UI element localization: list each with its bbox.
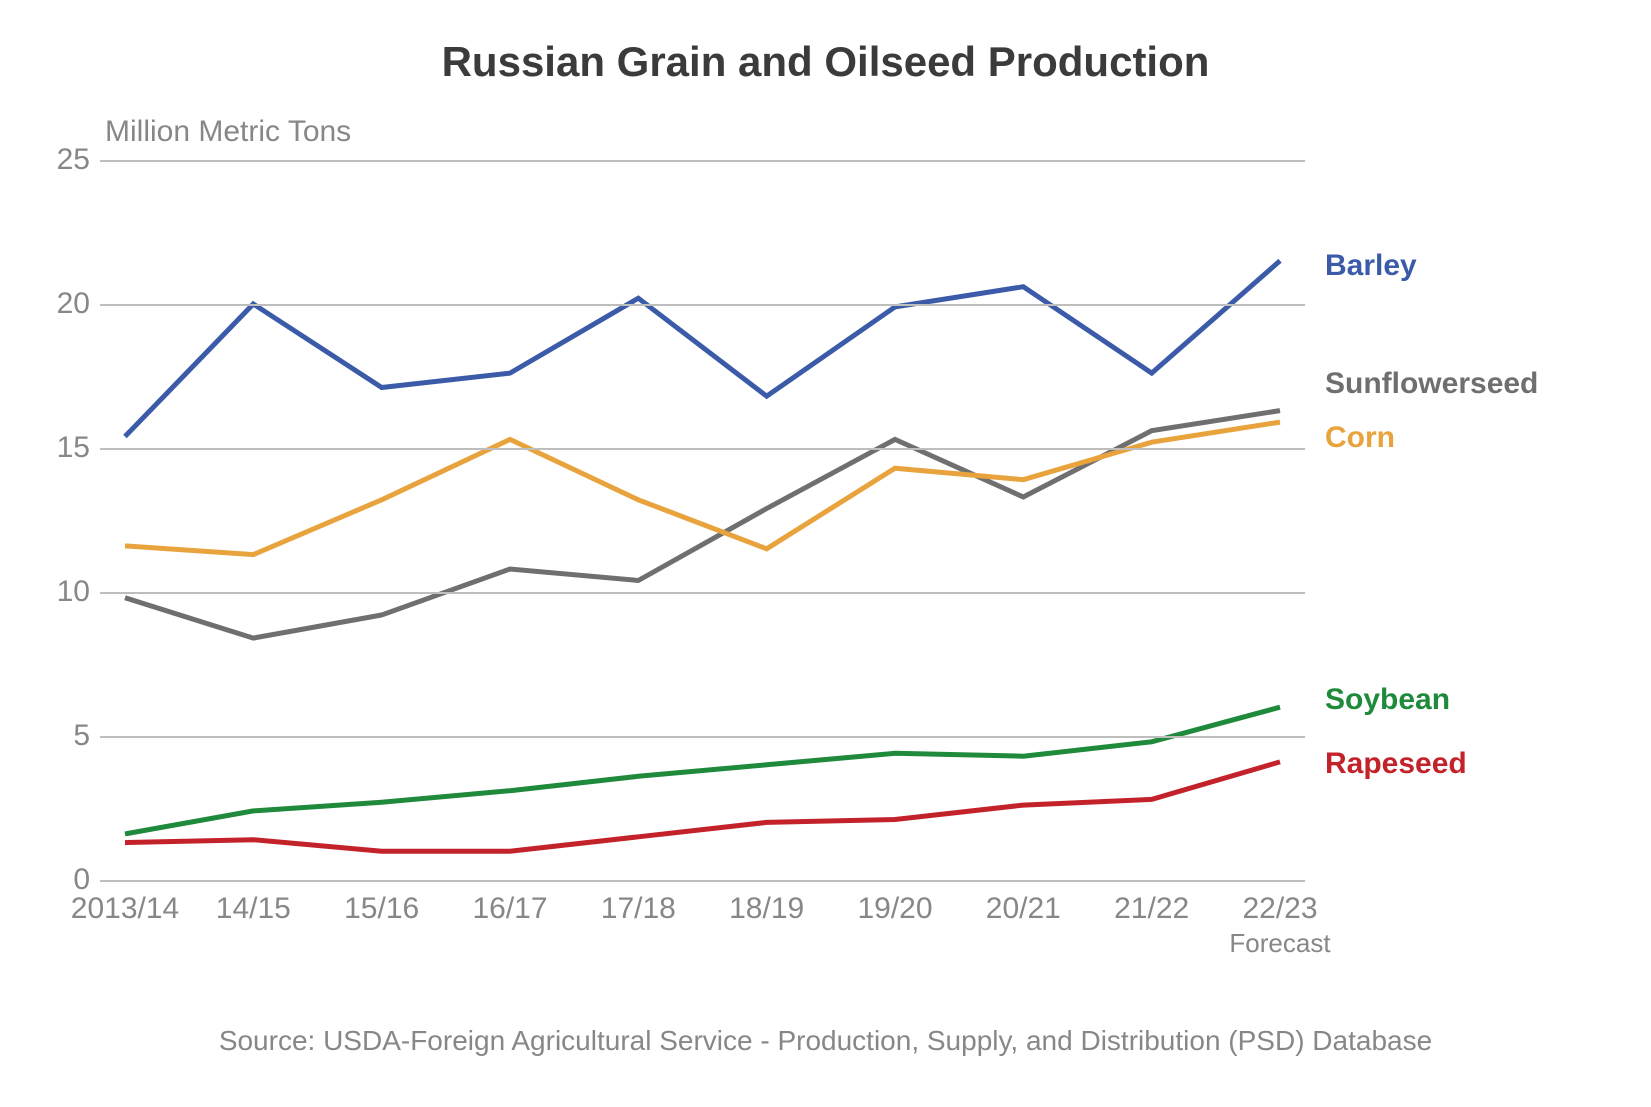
y-tick-label: 20 xyxy=(30,287,90,321)
y-tick-label: 25 xyxy=(30,143,90,177)
x-tick-label: 14/15 xyxy=(216,892,291,926)
x-tick-label: 2013/14 xyxy=(71,892,179,926)
gridline xyxy=(100,160,1305,162)
series-line xyxy=(125,261,1280,437)
series-label: Soybean xyxy=(1325,683,1450,717)
chart-title: Russian Grain and Oilseed Production xyxy=(0,38,1651,86)
x-tick-label: 21/22 xyxy=(1114,892,1189,926)
x-tick-label: 17/18 xyxy=(601,892,676,926)
chart-source: Source: USDA-Foreign Agricultural Servic… xyxy=(0,1025,1651,1057)
x-sublabel: Forecast xyxy=(1229,928,1330,959)
gridline xyxy=(100,448,1305,450)
plot-area: 05101520252013/1414/1515/1616/1717/1818/… xyxy=(100,160,1305,880)
series-line xyxy=(125,707,1280,834)
series-label: Barley xyxy=(1325,249,1417,283)
x-tick-label: 16/17 xyxy=(472,892,547,926)
chart-container: Russian Grain and Oilseed Production Mil… xyxy=(0,0,1651,1107)
series-label: Rapeseed xyxy=(1325,747,1467,781)
series-label: Corn xyxy=(1325,421,1395,455)
x-tick-label: 15/16 xyxy=(344,892,419,926)
x-tick-label: 18/19 xyxy=(729,892,804,926)
series-label: Sunflowerseed xyxy=(1325,367,1538,401)
y-tick-label: 15 xyxy=(30,431,90,465)
x-tick-label: 22/23 xyxy=(1242,892,1317,926)
gridline xyxy=(100,304,1305,306)
series-line xyxy=(125,422,1280,554)
gridline xyxy=(100,592,1305,594)
y-tick-label: 10 xyxy=(30,575,90,609)
gridline xyxy=(100,736,1305,738)
gridline xyxy=(100,880,1305,882)
y-axis-title: Million Metric Tons xyxy=(105,115,351,149)
y-tick-label: 5 xyxy=(30,719,90,753)
line-series-svg xyxy=(100,160,1305,880)
x-tick-label: 20/21 xyxy=(986,892,1061,926)
x-tick-label: 19/20 xyxy=(857,892,932,926)
